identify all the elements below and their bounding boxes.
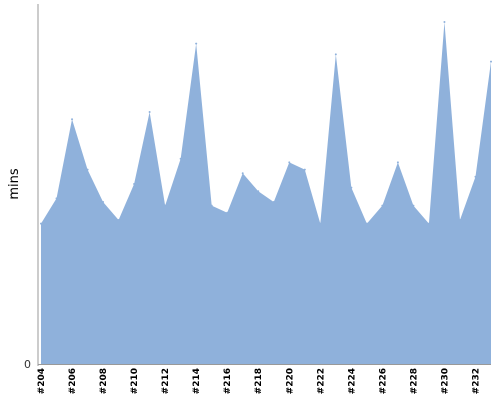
data-point (179, 157, 182, 160)
data-point (334, 53, 337, 56)
y-tick-label: 0 (24, 358, 31, 371)
data-point (71, 118, 74, 121)
data-point (458, 219, 461, 221)
x-tick-label: #212 (161, 368, 171, 394)
x-tick-label: #208 (99, 368, 109, 394)
x-tick-label: #230 (440, 368, 450, 394)
data-point (241, 172, 244, 175)
x-tick-label: #206 (68, 368, 78, 394)
x-tick-label: #224 (347, 368, 357, 394)
data-point (86, 168, 89, 171)
data-point (55, 197, 58, 200)
x-tick-label: #214 (192, 368, 202, 394)
data-point (288, 161, 291, 164)
x-tick-label: #220 (285, 368, 295, 394)
data-point (117, 219, 120, 221)
data-point (350, 186, 353, 189)
data-point (396, 161, 399, 164)
x-tick-label: #216 (223, 368, 233, 394)
x-tick-label: #210 (130, 368, 140, 394)
data-point (427, 222, 430, 225)
x-tick-label: #222 (316, 368, 326, 394)
data-point (226, 211, 229, 214)
data-point (102, 201, 105, 203)
data-point (195, 42, 198, 45)
x-tick-label: #228 (409, 368, 419, 394)
data-point (40, 222, 42, 225)
data-point (303, 168, 306, 171)
x-tick-label: #232 (471, 368, 481, 394)
data-point (381, 204, 384, 207)
data-point (164, 204, 167, 207)
data-point (272, 201, 275, 203)
series-area (41, 22, 491, 364)
data-point (412, 204, 415, 207)
x-tick-label: #218 (254, 368, 264, 394)
data-point (148, 111, 151, 113)
x-tick-label: #204 (37, 368, 47, 394)
data-point (319, 222, 322, 225)
data-point (257, 190, 260, 193)
data-point (210, 204, 213, 207)
x-tick-label: #226 (378, 368, 388, 394)
data-point (365, 222, 368, 225)
data-point (474, 175, 477, 178)
y-axis-label: mins (7, 168, 22, 200)
data-point (133, 183, 136, 185)
data-point (443, 21, 446, 23)
data-point (490, 60, 492, 63)
